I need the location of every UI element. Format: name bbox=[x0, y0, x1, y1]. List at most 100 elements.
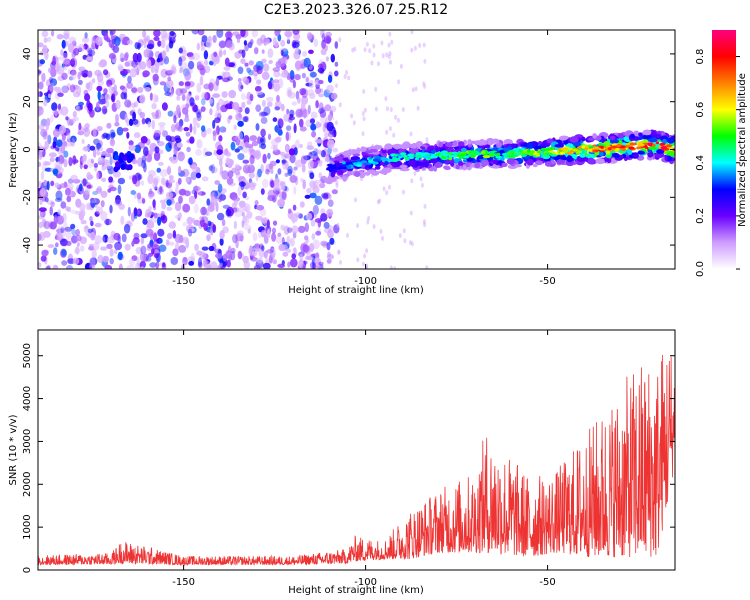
noise-cell bbox=[281, 190, 287, 201]
noise-cell bbox=[247, 228, 251, 234]
noise-cell bbox=[214, 180, 220, 185]
noise-cell bbox=[272, 220, 278, 226]
noise-cell bbox=[39, 59, 45, 65]
noise-cell bbox=[192, 117, 198, 126]
noise-cell bbox=[286, 235, 291, 245]
noise-cell bbox=[292, 80, 296, 89]
noise-cell bbox=[113, 232, 121, 241]
noise-cell bbox=[127, 206, 131, 217]
noise-cell bbox=[53, 214, 58, 225]
noise-cell bbox=[401, 107, 405, 112]
noise-cell bbox=[258, 250, 265, 258]
ridge-cell bbox=[637, 143, 645, 147]
ridge-cell bbox=[326, 167, 333, 171]
noise-cell bbox=[287, 91, 296, 99]
noise-cell bbox=[186, 52, 194, 58]
noise-cell bbox=[80, 104, 83, 110]
noise-cell bbox=[309, 181, 317, 190]
ridge-cell bbox=[571, 142, 582, 147]
noise-cell bbox=[327, 199, 334, 207]
ridge-cell bbox=[344, 152, 350, 158]
noise-cell bbox=[91, 198, 97, 204]
noise-cell bbox=[361, 131, 365, 137]
noise-cell bbox=[294, 212, 301, 218]
ridge-cell bbox=[552, 151, 556, 155]
noise-cell bbox=[201, 176, 209, 182]
noise-cell bbox=[275, 159, 280, 164]
ridge-cell bbox=[474, 162, 481, 169]
noise-cell bbox=[324, 155, 330, 163]
noise-cell bbox=[234, 135, 240, 141]
noise-cell bbox=[159, 262, 163, 267]
noise-cell bbox=[82, 178, 87, 187]
noise-cell bbox=[154, 253, 159, 259]
noise-cell bbox=[124, 243, 131, 251]
noise-cell bbox=[294, 60, 303, 70]
noise-cell bbox=[57, 56, 65, 61]
noise-cell bbox=[44, 161, 51, 166]
noise-cell bbox=[248, 172, 255, 179]
noise-cell bbox=[323, 227, 332, 234]
noise-cell bbox=[289, 109, 295, 117]
noise-cell bbox=[46, 200, 55, 206]
noise-cell bbox=[227, 170, 234, 178]
noise-cell bbox=[165, 44, 170, 53]
ridge-cell bbox=[360, 147, 366, 153]
noise-cell bbox=[410, 178, 414, 184]
ridge-cell bbox=[386, 158, 394, 162]
ridge-cell bbox=[665, 144, 673, 148]
ridge-cell bbox=[384, 160, 389, 166]
noise-cell bbox=[250, 39, 254, 45]
noise-cell bbox=[84, 93, 91, 102]
noise-cell bbox=[312, 154, 319, 162]
ridge-cell bbox=[503, 139, 513, 145]
noise-cell bbox=[248, 145, 254, 154]
noise-cell bbox=[126, 132, 130, 139]
noise-cell bbox=[335, 120, 338, 126]
ridge-cell bbox=[534, 160, 543, 166]
ridge-cell bbox=[463, 155, 470, 159]
noise-cell bbox=[280, 103, 285, 112]
noise-cell bbox=[244, 62, 249, 67]
noise-cell bbox=[84, 225, 89, 230]
noise-cell bbox=[159, 81, 167, 86]
noise-cell bbox=[148, 193, 153, 200]
noise-cell bbox=[352, 120, 356, 126]
noise-cell bbox=[161, 177, 166, 185]
noise-cell bbox=[70, 70, 77, 81]
noise-cell bbox=[326, 208, 334, 217]
noise-cell bbox=[194, 109, 202, 115]
noise-cell bbox=[149, 262, 157, 268]
noise-cell bbox=[237, 66, 244, 75]
noise-cell bbox=[321, 39, 326, 50]
noise-cell bbox=[213, 55, 220, 63]
noise-cell bbox=[113, 90, 119, 96]
noise-cell bbox=[287, 208, 292, 214]
noise-cell bbox=[346, 232, 349, 238]
noise-cell bbox=[92, 148, 97, 158]
noise-cell bbox=[309, 92, 316, 100]
noise-cell bbox=[187, 94, 191, 100]
noise-cell bbox=[147, 59, 152, 69]
noise-cell bbox=[297, 96, 301, 104]
noise-cell bbox=[266, 228, 271, 239]
noise-cell bbox=[320, 150, 326, 158]
noise-cell bbox=[56, 33, 64, 40]
noise-cell bbox=[156, 167, 162, 173]
ridge-cell bbox=[595, 158, 606, 165]
noise-cell bbox=[133, 213, 138, 219]
noise-cell bbox=[147, 243, 154, 249]
noise-cell bbox=[387, 54, 391, 60]
ridge-cell bbox=[330, 157, 337, 161]
ridge-cell bbox=[636, 146, 641, 150]
ridge-cell bbox=[514, 164, 522, 168]
noise-cell bbox=[275, 235, 283, 244]
noise-cell bbox=[101, 133, 106, 140]
ridge-cell bbox=[544, 152, 552, 156]
noise-cell bbox=[261, 58, 267, 64]
ridge-cell bbox=[659, 142, 666, 146]
noise-cell bbox=[210, 164, 215, 174]
noise-cell bbox=[141, 198, 146, 204]
noise-cell bbox=[174, 124, 181, 132]
noise-cell bbox=[114, 121, 120, 127]
